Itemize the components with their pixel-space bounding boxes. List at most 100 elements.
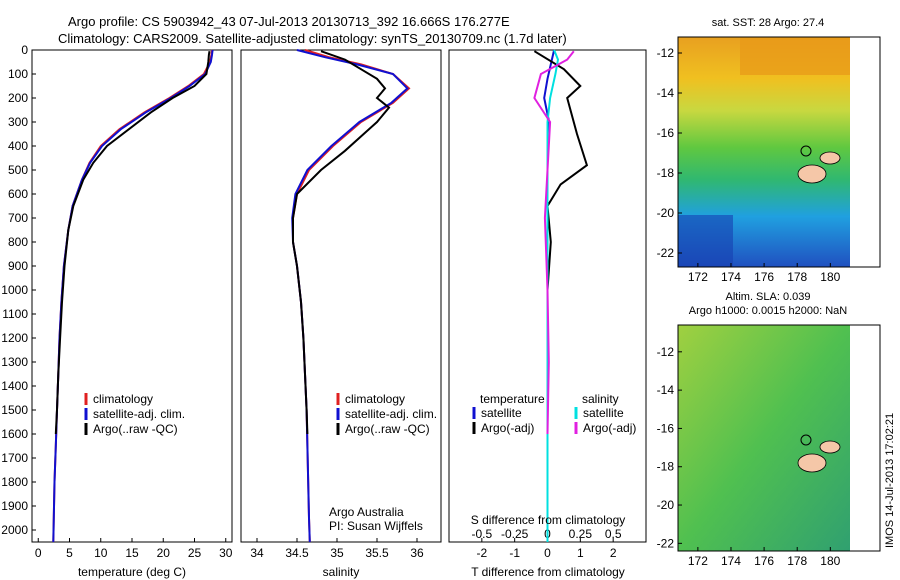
x-tick-label: 15	[125, 546, 139, 560]
temperature-x-axis: 0 5 10 15 20 25 30	[35, 538, 233, 560]
legend-label-climatology: climatology	[345, 392, 405, 406]
depth-tick-label: 1500	[1, 403, 28, 417]
x-tick-label: -1	[509, 546, 520, 560]
x-tick-label: 34.5	[285, 546, 309, 560]
legend-title-temperature: temperature	[480, 392, 545, 406]
sla-map-axes: 172 174 176 178 180 -12 -14 -16 -18 -20 -22	[657, 345, 841, 568]
legend-label-satellite: satellite-adj. clim.	[93, 407, 185, 421]
lon-tick-label: 180	[820, 270, 840, 284]
depth-tick-label: 1700	[1, 451, 28, 465]
lon-tick-label: 180	[820, 554, 840, 568]
depth-tick-label: 0	[21, 43, 28, 57]
lon-tick-label: 178	[787, 270, 807, 284]
sst-map-title: sat. SST: 28 Argo: 27.4	[712, 17, 825, 29]
depth-tick-label: 100	[8, 67, 28, 81]
difference-top-label: S difference from climatology	[471, 513, 626, 527]
legend-label-argo: Argo(..raw -QC)	[93, 422, 178, 436]
series-line-argo	[292, 50, 391, 435]
x-tick-label: 0	[35, 546, 42, 560]
lat-tick-label: -14	[657, 86, 675, 100]
depth-tick-label: 400	[8, 139, 28, 153]
x-tick-label: 36	[410, 546, 424, 560]
lat-tick-label: -20	[657, 498, 675, 512]
lon-tick-label: 172	[688, 270, 708, 284]
temperature-xlabel: temperature (deg C)	[78, 565, 186, 579]
fiji-island-icon	[797, 453, 827, 473]
x-tick-label: 25	[188, 546, 202, 560]
sst-map-axes: 172 174 176 178 180 -12 -14 -16 -18 -20 -22	[657, 46, 841, 284]
x-tick-label: -2	[476, 546, 487, 560]
fiji-island-icon	[797, 164, 827, 184]
x-tick-label: 10	[94, 546, 108, 560]
depth-tick-label: 2000	[1, 523, 28, 537]
lon-tick-label: 178	[787, 554, 807, 568]
depth-tick-label: 1400	[1, 379, 28, 393]
x-tick-label: 2	[610, 546, 617, 560]
difference-legend: temperature salinity satellite Argo(-adj…	[472, 392, 636, 435]
sla-map	[677, 324, 881, 552]
series-line-climatology	[292, 49, 411, 543]
legend-label-climatology: climatology	[93, 392, 153, 406]
lat-tick-label: -16	[657, 126, 675, 140]
depth-tick-label: 1600	[1, 427, 28, 441]
lon-tick-label: 172	[688, 554, 708, 568]
difference-xlabel: T difference from climatology	[471, 565, 625, 579]
depth-tick-label: 600	[8, 187, 28, 201]
sla-no-data	[850, 325, 880, 551]
salinity-legend: climatology satellite-adj. clim. Argo(..…	[336, 392, 437, 436]
depth-tick-label: 200	[8, 91, 28, 105]
sla-map-title2: Argo h1000: 0.0015 h2000: NaN	[689, 305, 847, 317]
legend-label-satellite: satellite-adj. clim.	[345, 407, 437, 421]
series-line-argo	[54, 51, 211, 435]
difference-x-axes: -2 -1 0 1 2-0.5 -0.25 0 0.25 0.5	[471, 527, 621, 560]
lat-tick-label: -22	[657, 246, 675, 260]
depth-tick-label: 1900	[1, 499, 28, 513]
sst-warm-patch	[740, 37, 850, 75]
vanua-levu-island-icon	[819, 151, 841, 165]
sla-map-title1: Altim. SLA: 0.039	[726, 291, 811, 303]
lat-tick-label: -12	[657, 345, 675, 359]
header-line2: Climatology: CARS2009. Satellite-adjuste…	[58, 31, 567, 46]
sla-field	[678, 325, 850, 551]
difference-series	[533, 49, 589, 542]
lon-tick-label: 174	[721, 554, 741, 568]
x-tick-label: 20	[157, 546, 171, 560]
lat-tick-label: -18	[657, 166, 675, 180]
sst-no-data	[850, 37, 880, 267]
x2-tick-label: -0.5	[471, 527, 492, 541]
legend-label-temp-argo: Argo(-adj)	[481, 421, 534, 435]
depth-tick-label: 800	[8, 235, 28, 249]
credit-line1: Argo Australia	[329, 505, 404, 519]
x-tick-label: 34	[250, 546, 264, 560]
series-line-climatology	[52, 49, 213, 543]
x-tick-label: 5	[66, 546, 73, 560]
salinity-series	[291, 49, 411, 543]
depth-tick-label: 300	[8, 115, 28, 129]
x-tick-label: 0	[544, 546, 551, 560]
temperature-legend: climatology satellite-adj. clim. Argo(..…	[84, 392, 185, 436]
lat-tick-label: -20	[657, 206, 675, 220]
side-timestamp: IMOS 14-Jul-2013 17:02:21	[884, 413, 896, 548]
vanua-levu-island-icon	[819, 440, 841, 454]
series-line-satellite	[52, 49, 214, 543]
depth-tick-label: 700	[8, 211, 28, 225]
legend-title-salinity: salinity	[582, 392, 619, 406]
temperature-series	[52, 49, 214, 543]
legend-label-sal-satellite: satellite	[583, 406, 624, 420]
sst-map-frame	[677, 36, 881, 268]
sst-cool-patch	[678, 215, 733, 267]
x-tick-label: 35.5	[365, 546, 389, 560]
lat-tick-label: -14	[657, 383, 675, 397]
sst-map	[677, 36, 881, 268]
salinity-xlabel: salinity	[323, 565, 360, 579]
depth-tick-label: 1100	[2, 307, 28, 321]
lon-tick-label: 176	[754, 554, 774, 568]
depth-tick-label: 1800	[1, 475, 28, 489]
legend-label-sal-argo: Argo(-adj)	[583, 421, 636, 435]
series-line-satellite	[291, 49, 409, 543]
legend-label-argo: Argo(..raw -QC)	[345, 422, 430, 436]
header-line1: Argo profile: CS 5903942_43 07-Jul-2013 …	[68, 14, 510, 29]
argo-float-marker	[800, 145, 812, 157]
